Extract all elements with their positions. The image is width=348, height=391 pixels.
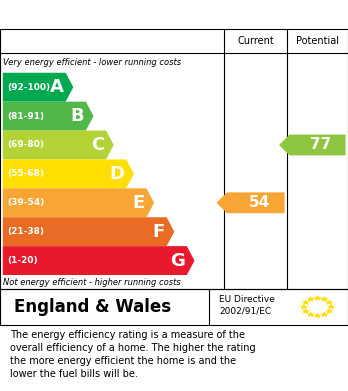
Polygon shape bbox=[3, 217, 174, 246]
Text: G: G bbox=[170, 251, 185, 269]
Polygon shape bbox=[300, 304, 308, 309]
Text: F: F bbox=[153, 223, 165, 241]
Text: (81-91): (81-91) bbox=[7, 111, 44, 120]
Text: (92-100): (92-100) bbox=[7, 83, 50, 92]
Text: E: E bbox=[133, 194, 145, 212]
Text: Not energy efficient - higher running costs: Not energy efficient - higher running co… bbox=[3, 278, 181, 287]
Text: Very energy efficient - lower running costs: Very energy efficient - lower running co… bbox=[3, 59, 182, 68]
Text: Potential: Potential bbox=[296, 36, 339, 46]
Text: A: A bbox=[50, 78, 64, 96]
Text: (21-38): (21-38) bbox=[7, 227, 44, 236]
Polygon shape bbox=[3, 102, 94, 131]
Polygon shape bbox=[3, 246, 195, 275]
Text: Current: Current bbox=[237, 36, 274, 46]
Polygon shape bbox=[320, 296, 329, 302]
Text: (55-68): (55-68) bbox=[7, 169, 44, 178]
Polygon shape bbox=[279, 135, 346, 155]
Text: B: B bbox=[70, 107, 84, 125]
Text: (69-80): (69-80) bbox=[7, 140, 44, 149]
Text: D: D bbox=[110, 165, 125, 183]
Polygon shape bbox=[327, 304, 335, 309]
Polygon shape bbox=[3, 73, 73, 102]
Polygon shape bbox=[325, 308, 334, 314]
Text: Energy Efficiency Rating: Energy Efficiency Rating bbox=[9, 7, 230, 22]
Text: 54: 54 bbox=[248, 195, 270, 210]
Text: C: C bbox=[91, 136, 104, 154]
Polygon shape bbox=[320, 312, 329, 317]
Polygon shape bbox=[301, 308, 310, 314]
Polygon shape bbox=[313, 313, 322, 318]
Polygon shape bbox=[301, 300, 310, 305]
Polygon shape bbox=[313, 295, 322, 301]
Text: The energy efficiency rating is a measure of the
overall efficiency of a home. T: The energy efficiency rating is a measur… bbox=[10, 330, 256, 379]
Text: (1-20): (1-20) bbox=[7, 256, 38, 265]
Polygon shape bbox=[325, 300, 334, 305]
Text: England & Wales: England & Wales bbox=[14, 298, 171, 316]
Polygon shape bbox=[3, 131, 114, 160]
Polygon shape bbox=[216, 192, 285, 213]
Polygon shape bbox=[306, 296, 315, 302]
Polygon shape bbox=[306, 312, 315, 317]
Polygon shape bbox=[3, 188, 154, 217]
Polygon shape bbox=[3, 160, 134, 188]
Text: 77: 77 bbox=[310, 138, 332, 152]
Text: (39-54): (39-54) bbox=[7, 198, 44, 207]
Text: EU Directive
2002/91/EC: EU Directive 2002/91/EC bbox=[219, 295, 275, 316]
